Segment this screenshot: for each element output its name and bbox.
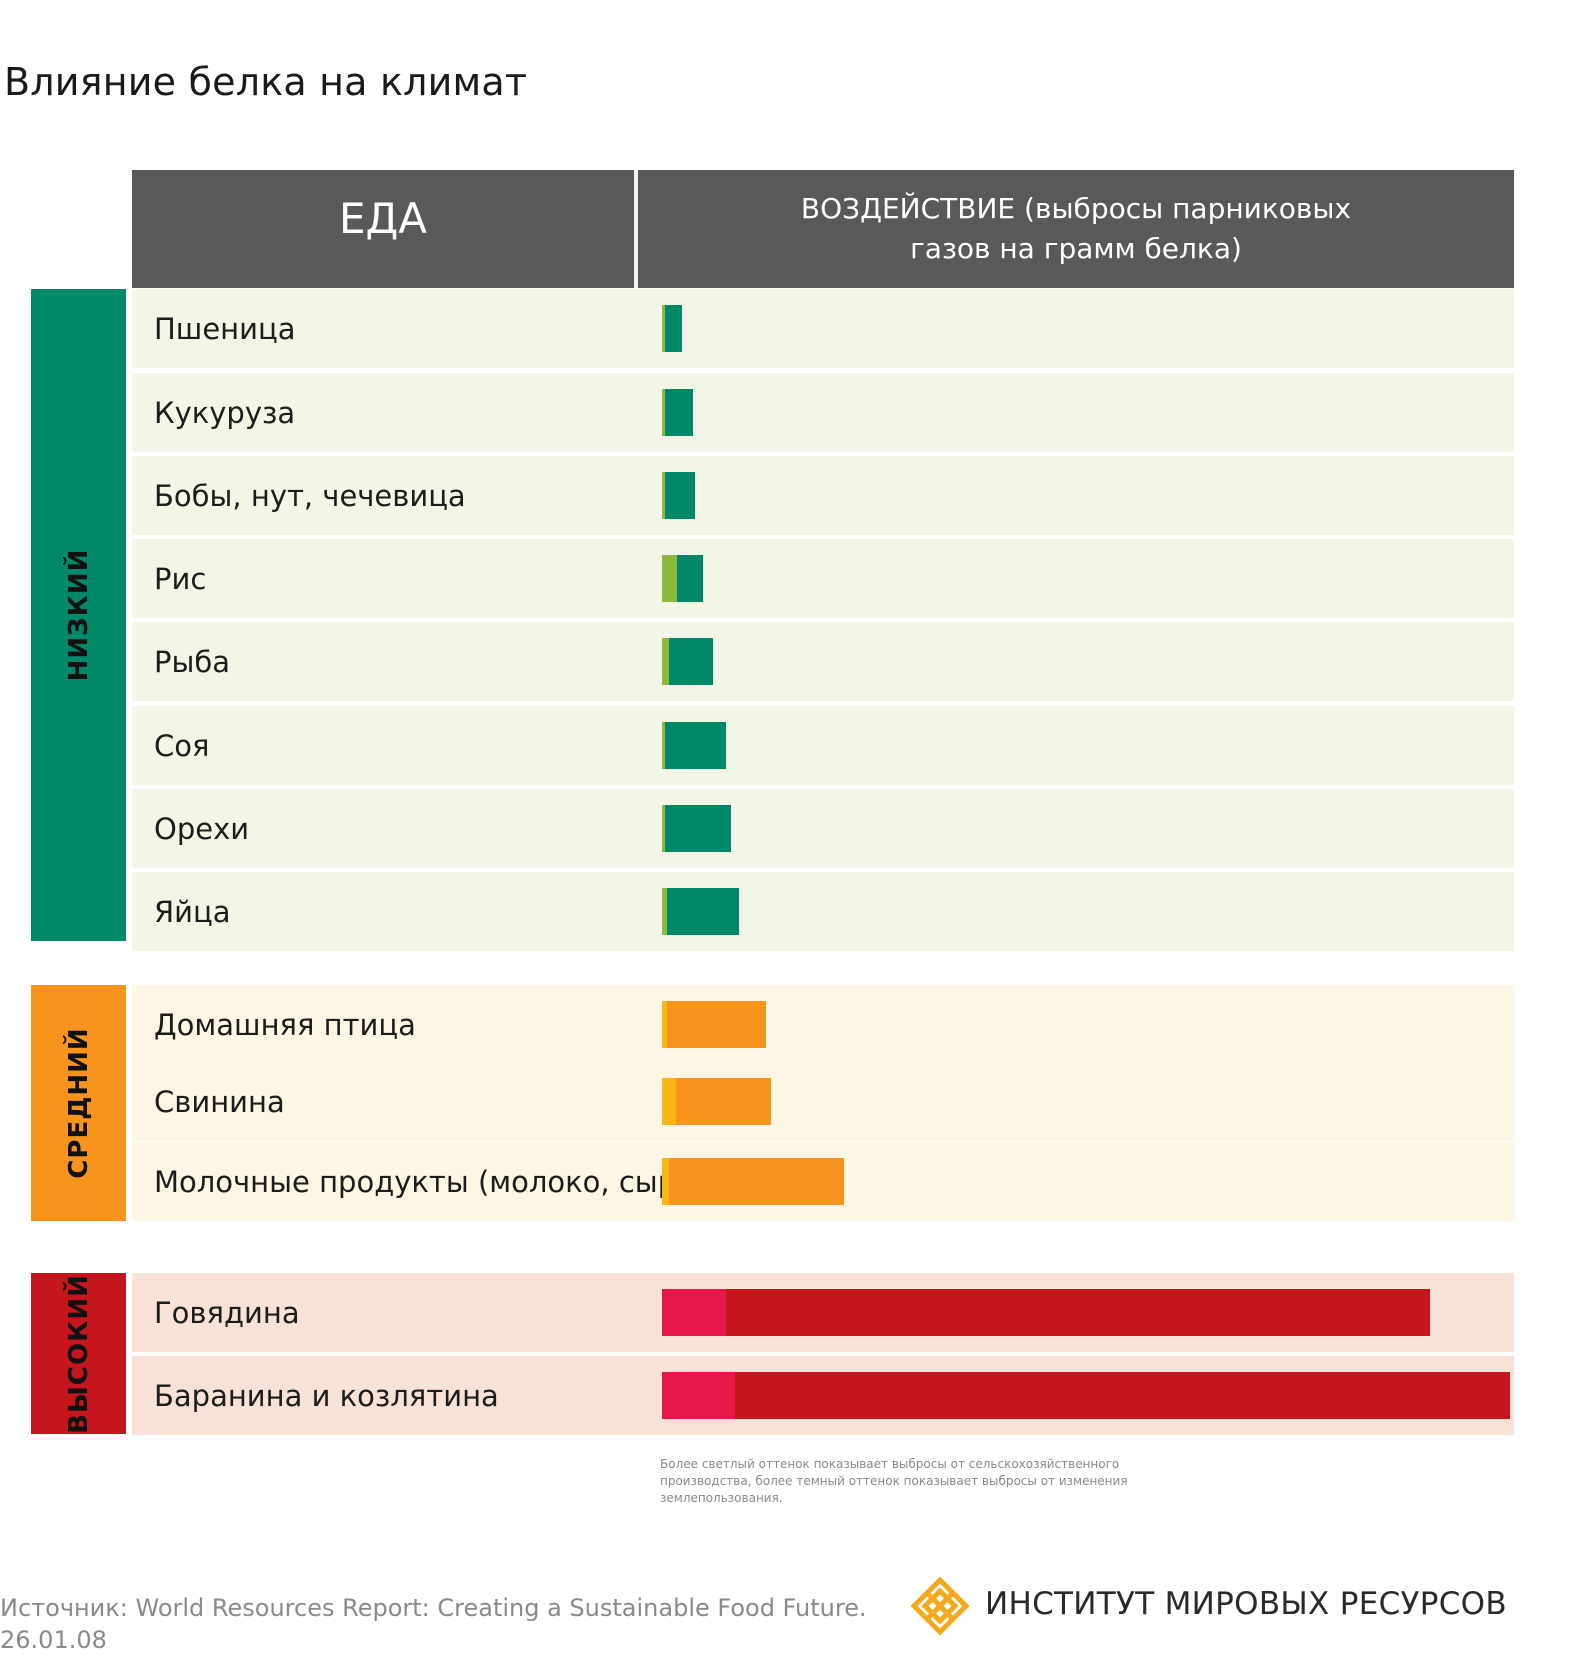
bar-agricultural-segment: [662, 1001, 668, 1048]
table-row: Молочные продукты (молоко, сыр): [132, 1142, 1514, 1221]
food-label: Рис: [154, 561, 207, 596]
table-row: Соя: [132, 706, 1514, 785]
category-high-bar: ВЫСОКИЙ: [31, 1273, 126, 1434]
bar-agricultural-segment: [662, 888, 668, 935]
bar-land-use-segment: [665, 472, 696, 519]
food-label: Орехи: [154, 811, 250, 846]
food-label: Баранина и козлятина: [154, 1378, 499, 1413]
table-row: Баранина и козлятина: [132, 1356, 1514, 1435]
bar-agricultural-segment: [662, 638, 670, 685]
table-row: Свинина: [132, 1062, 1514, 1141]
table-row: Орехи: [132, 789, 1514, 868]
header-divider: [634, 170, 638, 288]
wri-logo-icon: [910, 1576, 970, 1636]
bar-land-use-segment: [726, 1289, 1431, 1336]
bar-land-use-segment: [669, 1158, 844, 1205]
bar-agricultural-segment: [662, 305, 666, 352]
table-row: Бобы, нут, чечевица: [132, 456, 1514, 535]
bar-land-use-segment: [667, 1001, 766, 1048]
header-food: ЕДА: [338, 193, 428, 243]
source-citation: Источник: World Resources Report: Creati…: [0, 1592, 867, 1656]
bar-land-use-segment: [665, 305, 683, 352]
bar-land-use-segment: [675, 1078, 771, 1125]
bar-agricultural-segment: [662, 1289, 727, 1336]
table-row: Кукуруза: [132, 373, 1514, 452]
food-label: Рыба: [154, 644, 231, 679]
org-name: ИНСТИТУТ МИРОВЫХ РЕСУРСОВ: [985, 1586, 1507, 1622]
food-label: Пшеница: [154, 311, 296, 346]
header-impact: ВОЗДЕЙСТВИЕ (выбросы парниковых газов на…: [800, 192, 1352, 265]
bar-agricultural-segment: [662, 805, 666, 852]
source-date: 26.01.08: [0, 1626, 107, 1654]
category-medium-label: СРЕДНИЙ: [63, 1027, 94, 1179]
bar-land-use-segment: [669, 638, 714, 685]
bar-agricultural-segment: [662, 555, 677, 602]
table-header: ЕДА ВОЗДЕЙСТВИЕ (выбросы парниковых газо…: [132, 170, 1514, 288]
food-label: Говядина: [154, 1295, 300, 1330]
bar-land-use-segment: [734, 1372, 1510, 1419]
source-line: Источник: World Resources Report: Creati…: [0, 1594, 867, 1622]
food-label: Домашняя птица: [154, 1007, 416, 1042]
color-note: Более светлый оттенок показывает выбросы…: [660, 1457, 1128, 1505]
bar-land-use-segment: [665, 389, 693, 436]
food-label: Кукуруза: [154, 395, 296, 430]
category-medium-bar: СРЕДНИЙ: [31, 985, 126, 1221]
table-row: Яйца: [132, 872, 1514, 951]
food-label: Яйца: [154, 894, 231, 929]
bar-agricultural-segment: [662, 389, 666, 436]
food-label: Соя: [154, 728, 210, 763]
table-row: Говядина: [132, 1273, 1514, 1352]
table-row: Рис: [132, 539, 1514, 618]
chart-title: Влияние белка на климат: [4, 60, 528, 104]
bar-land-use-segment: [665, 722, 727, 769]
bar-agricultural-segment: [662, 1372, 735, 1419]
category-low-label: НИЗКИЙ: [63, 548, 94, 682]
table-row: Пшеница: [132, 289, 1514, 368]
category-high-label: ВЫСОКИЙ: [63, 1273, 94, 1434]
bar-agricultural-segment: [662, 1078, 676, 1125]
table-row: Рыба: [132, 622, 1514, 701]
bar-agricultural-segment: [662, 722, 666, 769]
table-row: Домашняя птица: [132, 985, 1514, 1064]
food-label: Свинина: [154, 1084, 285, 1119]
bar-agricultural-segment: [662, 472, 666, 519]
bar-land-use-segment: [665, 805, 732, 852]
food-label: Молочные продукты (молоко, сыр): [154, 1164, 688, 1199]
bar-land-use-segment: [667, 888, 739, 935]
food-label: Бобы, нут, чечевица: [154, 478, 466, 513]
bar-land-use-segment: [676, 555, 703, 602]
bar-agricultural-segment: [662, 1158, 670, 1205]
category-low-bar: НИЗКИЙ: [31, 289, 126, 941]
